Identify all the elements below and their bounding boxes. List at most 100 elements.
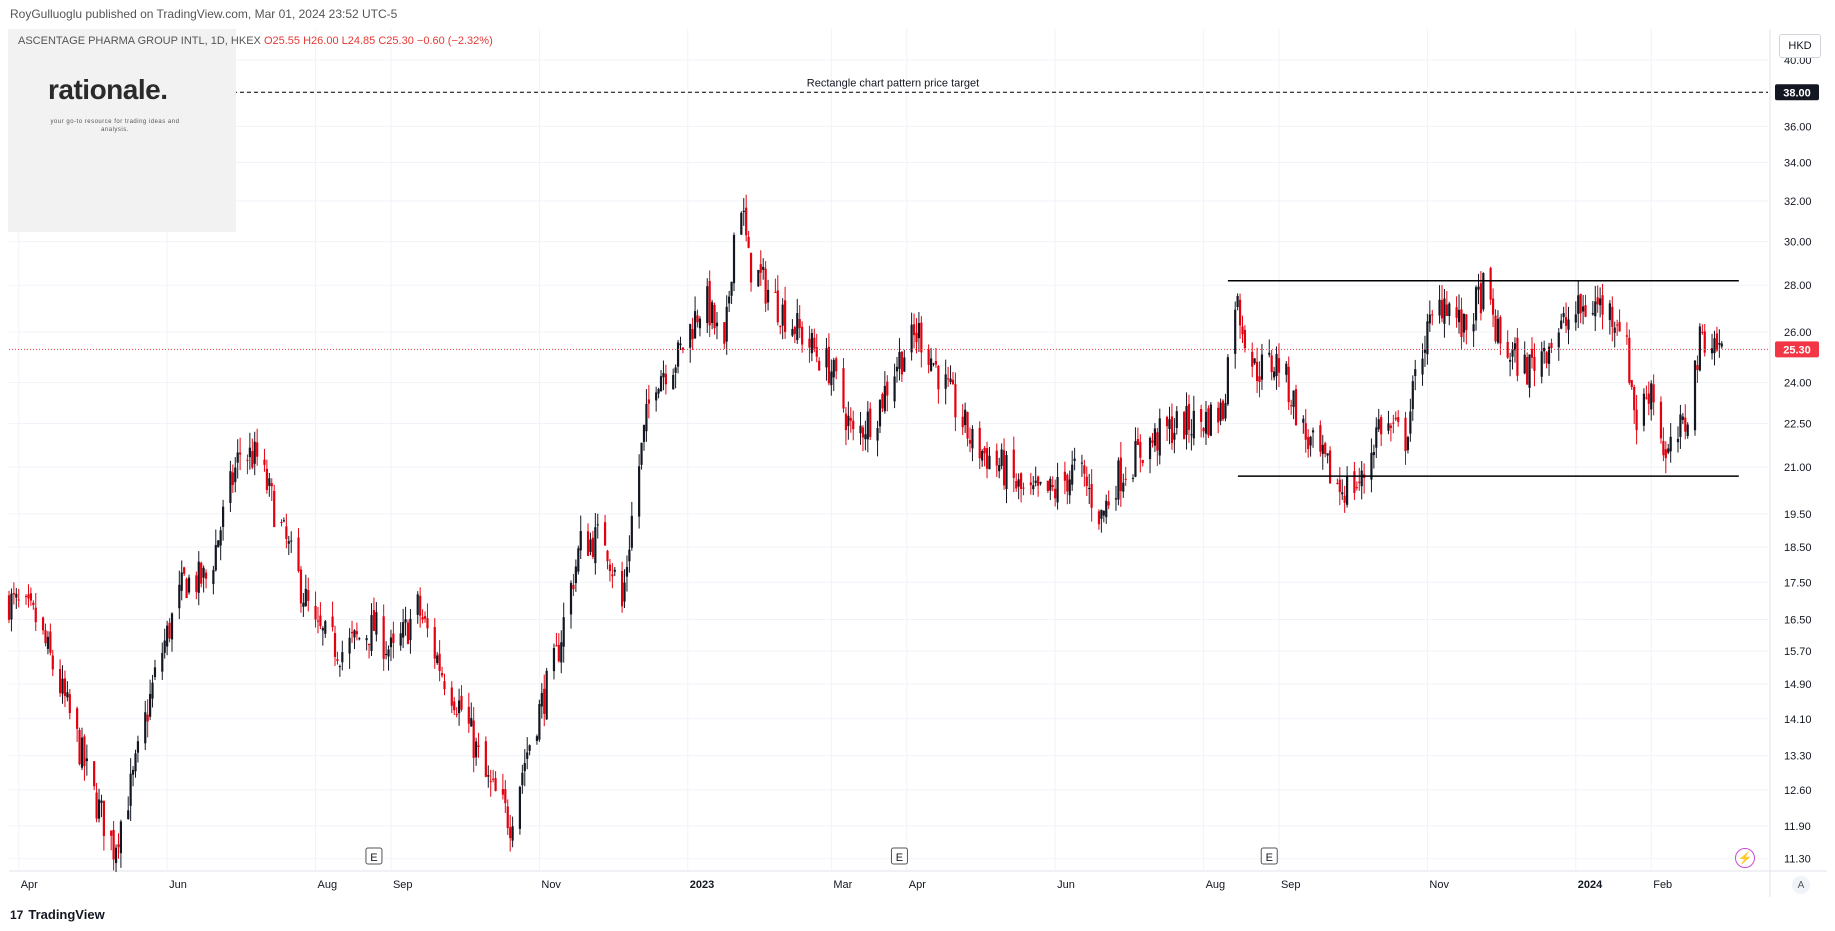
currency-button[interactable]: HKD: [1779, 34, 1821, 58]
candle-body: [457, 700, 461, 714]
candle-body: [1224, 403, 1227, 419]
candle-body: [450, 687, 453, 706]
candle-body: [1701, 331, 1704, 333]
candle-body: [964, 409, 967, 426]
candle-body: [1564, 317, 1568, 326]
candle-body: [1372, 452, 1375, 456]
candle-body: [1380, 417, 1383, 435]
y-tick-label: 14.10: [1784, 714, 1812, 726]
candle-body: [825, 348, 828, 368]
candle-body: [1234, 309, 1237, 354]
candle-body: [679, 343, 682, 346]
candle-body: [112, 829, 115, 860]
candle-body: [1679, 414, 1682, 437]
candle-body: [655, 392, 658, 401]
candle-body: [1628, 337, 1631, 383]
candle-body: [102, 800, 105, 836]
candle-body: [1219, 402, 1222, 421]
tradingview-logo-icon: 17: [10, 907, 24, 922]
flash-icon[interactable]: ⚡: [1735, 848, 1755, 868]
candle-body: [1034, 480, 1037, 483]
candle-body: [1596, 297, 1599, 305]
logo-panel: [8, 29, 236, 232]
candle-body: [1499, 317, 1502, 344]
y-tick-label: 26.00: [1784, 327, 1812, 339]
auto-scale-icon[interactable]: A: [1792, 876, 1810, 894]
candle-body: [129, 773, 132, 806]
candle-body: [1117, 460, 1120, 500]
candle-body: [1119, 457, 1122, 492]
candle-body: [1151, 440, 1154, 443]
candle-body: [552, 648, 556, 672]
candle-body: [460, 695, 463, 710]
candle-body: [253, 441, 256, 464]
candle-body: [745, 207, 748, 236]
candle-body: [367, 643, 371, 646]
candle-body: [693, 311, 697, 339]
candle-body: [749, 252, 753, 283]
candle-body: [1170, 416, 1174, 444]
symbol-legend[interactable]: ASCENTAGE PHARMA GROUP INTL, 1D, HKEX O2…: [18, 35, 493, 47]
candle-body: [221, 506, 225, 527]
candle-body: [1633, 386, 1636, 411]
candle-body: [202, 567, 205, 578]
candle-body: [200, 562, 203, 584]
candle-body: [910, 324, 913, 353]
candle-body: [1353, 471, 1356, 493]
candle-body: [1032, 485, 1035, 490]
candle-body: [399, 633, 402, 646]
candle-body: [1482, 273, 1485, 310]
candle-body: [764, 268, 767, 304]
candle-body: [1063, 471, 1066, 481]
candle-body: [316, 620, 320, 622]
candle-body: [725, 306, 728, 342]
candle-body: [1238, 299, 1242, 326]
candle-body: [852, 420, 855, 430]
candle-body: [545, 670, 548, 720]
candle-body: [1156, 432, 1159, 451]
candle-body: [1397, 417, 1400, 422]
candle-body: [61, 678, 64, 694]
y-tick-label: 19.50: [1784, 509, 1812, 521]
candle-body: [1557, 332, 1560, 348]
candle-body: [117, 844, 120, 848]
x-tick-label: Mar: [833, 879, 852, 891]
tradingview-brand[interactable]: 17 TradingView: [10, 907, 105, 922]
candle-body: [915, 332, 918, 343]
candle-body: [1015, 481, 1018, 489]
candle-body: [1209, 404, 1212, 436]
candle-body: [1574, 314, 1577, 323]
candle-body: [24, 596, 28, 598]
candle-body: [801, 326, 804, 345]
candle-body: [1068, 479, 1071, 496]
candle-body: [606, 550, 609, 562]
target-price-badge: [1775, 84, 1819, 101]
candle-body: [1136, 439, 1139, 446]
candle-body: [742, 210, 745, 213]
candle-body: [1326, 453, 1329, 456]
candle-body: [1438, 299, 1441, 316]
candle-body: [100, 800, 103, 803]
x-tick-label: 2024: [1578, 879, 1603, 891]
candle-body: [1645, 397, 1648, 399]
publish-info: RoyGulluoglu published on TradingView.co…: [10, 7, 398, 21]
candle-body: [1414, 369, 1417, 376]
candle-body: [1681, 416, 1684, 420]
candle-body: [608, 564, 612, 572]
candle-body: [17, 599, 20, 601]
candle-body: [1375, 427, 1378, 448]
candle-body: [659, 376, 663, 392]
candle-body: [370, 615, 373, 651]
target-price-label: 38.00: [1783, 87, 1811, 99]
candle-body: [1611, 306, 1614, 327]
logo: rationale.: [48, 74, 168, 105]
candle-body: [1287, 366, 1290, 403]
candle-body: [791, 329, 794, 336]
candle-body: [168, 622, 171, 639]
candle-body: [353, 630, 356, 638]
candle-body: [97, 799, 101, 819]
candle-body: [1056, 477, 1059, 503]
candle-body: [358, 638, 361, 640]
candle-body: [419, 595, 422, 616]
